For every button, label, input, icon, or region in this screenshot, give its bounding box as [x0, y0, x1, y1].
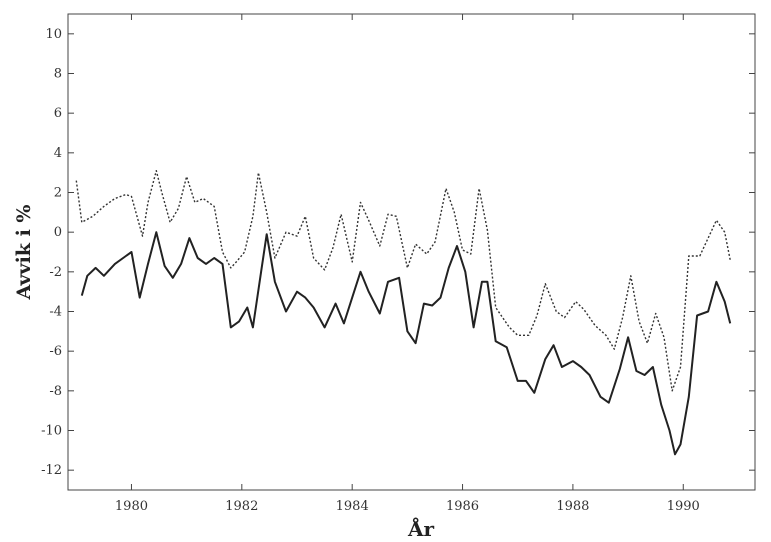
x-axis-title: År	[407, 517, 435, 541]
y-tick-label: -4	[49, 305, 62, 320]
y-axis-ticks: 10 8 6 4 2 0 -2 -4 -6 -8 -10 -12	[41, 27, 755, 478]
plot-border	[67, 13, 756, 491]
y-tick-label: 0	[54, 225, 62, 240]
solid-series-line	[80, 231, 732, 456]
y-tick-label: 10	[45, 27, 62, 42]
y-tick-label: -8	[49, 384, 62, 399]
x-tick-label: 1982	[225, 499, 258, 514]
y-tick-label: -2	[49, 265, 62, 280]
y-tick-label: -6	[49, 344, 62, 359]
x-tick-label: 1990	[667, 499, 700, 514]
y-tick-label: -10	[41, 424, 62, 439]
y-tick-label: 4	[54, 146, 62, 161]
x-tick-label: 1984	[336, 499, 369, 514]
dotted-series-line	[75, 169, 731, 392]
y-tick-label: 8	[54, 67, 62, 82]
series-lines	[75, 169, 732, 456]
x-tick-label: 1988	[556, 499, 589, 514]
y-tick-label: 2	[54, 186, 62, 201]
y-tick-label: -12	[41, 463, 62, 478]
x-tick-label: 1986	[446, 499, 479, 514]
x-tick-label: 1980	[115, 499, 148, 514]
x-axis-ticks: 1980 1982 1984 1986 1988 1990	[115, 14, 700, 514]
y-tick-label: 6	[54, 106, 62, 121]
y-axis-title: Avvik i %	[13, 205, 35, 301]
plot-frame	[67, 13, 756, 491]
